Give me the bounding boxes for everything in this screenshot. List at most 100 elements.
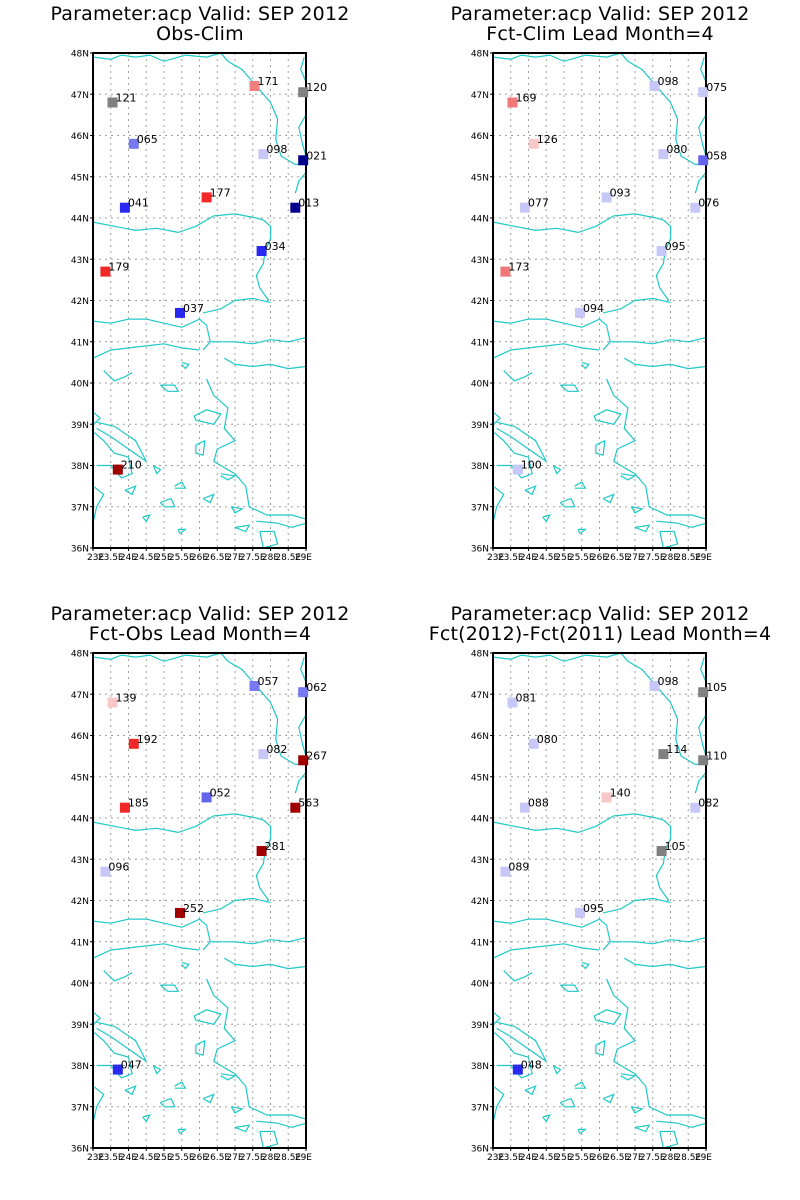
station-marker — [100, 266, 111, 277]
coastline — [620, 473, 637, 481]
station-value-label: 210 — [121, 459, 142, 472]
coastline — [602, 297, 671, 314]
coastline — [634, 1124, 651, 1133]
station-value-label: 105 — [665, 840, 686, 853]
coastline — [698, 114, 706, 157]
panel-fct-clim: Parameter:acp Valid: SEP 2012 Fct-Clim L… — [400, 0, 800, 600]
y-tick-label: 48N — [71, 50, 89, 60]
coastline — [93, 1085, 105, 1124]
y-tick-label: 43N — [71, 856, 89, 866]
y-tick-label: 39N — [71, 1021, 89, 1031]
x-tick-label: 28.5E — [675, 1153, 701, 1163]
y-tick-label: 37N — [71, 503, 89, 513]
station-value-label: 140 — [610, 786, 631, 799]
y-tick-label: 40N — [71, 380, 89, 390]
station-marker — [112, 1064, 123, 1075]
x-tick-label: 25.5E — [169, 1153, 195, 1163]
station-value-label: 093 — [610, 186, 631, 199]
station-marker — [649, 81, 660, 91]
coastline — [559, 1097, 576, 1108]
x-tick-label: 24.5E — [133, 1153, 159, 1163]
station-marker — [512, 464, 523, 475]
coastline — [220, 53, 306, 165]
coastline — [700, 656, 706, 683]
station-marker — [500, 266, 511, 277]
x-tick-label: 23.5E — [98, 1153, 124, 1163]
coastline — [298, 114, 306, 157]
x-tick-label: 26.5E — [204, 553, 230, 563]
y-tick-label: 48N — [471, 50, 489, 60]
y-tick-label: 39N — [71, 421, 89, 431]
x-tick-label: 23.5E — [498, 1153, 524, 1163]
coastline — [694, 172, 706, 194]
map-plot: 36N 37N 38N 39N 40N 41N 42N 43N 44N 45N 46N 47N 48N 2… — [71, 50, 327, 564]
coastline — [202, 493, 215, 504]
panel-fct-obs: Parameter:acp Valid: SEP 2012 Fct-Obs Le… — [0, 600, 400, 1200]
coastline — [656, 520, 706, 529]
coastline — [493, 53, 621, 62]
coastline — [152, 1064, 162, 1075]
panel-title: Parameter:acp Valid: SEP 2012 — [50, 3, 350, 25]
station-value-label: 179 — [108, 261, 129, 274]
coastline — [93, 813, 272, 901]
station-value-label: 171 — [258, 75, 279, 88]
station-value-label: 021 — [306, 149, 327, 162]
station-marker — [649, 681, 660, 691]
y-tick-label: 42N — [471, 897, 489, 907]
x-tick-label: 26.5E — [604, 1153, 630, 1163]
coastline — [93, 943, 200, 959]
y-tick-label: 36N — [471, 1145, 489, 1155]
coastline — [595, 1039, 606, 1056]
coastline — [174, 481, 187, 489]
coastline — [630, 506, 644, 514]
coastline — [493, 653, 621, 662]
coastline — [577, 528, 588, 535]
station-value-label: 013 — [298, 197, 319, 210]
station-value-label: 114 — [666, 743, 687, 756]
station-marker — [290, 802, 301, 813]
coastline — [294, 172, 306, 194]
panel-subtitle: Fct-Clim Lead Month=4 — [486, 23, 714, 45]
station-value-label: 065 — [137, 133, 158, 146]
y-tick-label: 45N — [471, 173, 489, 183]
y-tick-label: 40N — [71, 980, 89, 990]
coastline — [220, 653, 306, 765]
x-tick-label: 27.5E — [640, 553, 666, 563]
station-marker — [698, 87, 709, 98]
coastlines — [93, 653, 306, 1148]
coastline — [193, 1009, 222, 1025]
x-tick-label: 23.5E — [98, 553, 124, 563]
coastline — [220, 473, 237, 481]
station-marker — [298, 155, 309, 166]
x-tick-label: 28E — [662, 553, 679, 563]
coastline — [202, 1093, 215, 1104]
coastline — [620, 653, 706, 765]
station-value-label: 081 — [516, 692, 537, 705]
coastline — [581, 961, 590, 970]
x-tick-label: 29E — [695, 553, 712, 563]
x-tick-label: 24E — [520, 1153, 537, 1163]
coastline — [181, 361, 190, 370]
y-tick-label: 40N — [471, 980, 489, 990]
coastline — [560, 384, 580, 392]
y-tick-label: 42N — [71, 897, 89, 907]
station-marker — [298, 687, 309, 698]
y-tick-label: 44N — [471, 215, 489, 225]
coastline — [496, 421, 547, 462]
x-tick-label: 25E — [155, 553, 172, 563]
coastline — [659, 1130, 679, 1148]
station-marker — [519, 202, 530, 213]
station-marker — [656, 246, 667, 256]
coastline — [606, 378, 706, 520]
x-tick-label: 25E — [555, 553, 572, 563]
coastline — [206, 978, 306, 1120]
station-marker — [656, 846, 667, 856]
station-value-label: 034 — [265, 240, 286, 253]
coastline — [234, 1124, 251, 1133]
coastline — [560, 984, 580, 992]
y-tick-label: 38N — [471, 462, 489, 472]
station-marker — [298, 87, 309, 98]
station-value-label: 095 — [665, 240, 686, 253]
y-tick-label: 36N — [71, 1145, 89, 1155]
station-marker — [128, 738, 139, 749]
